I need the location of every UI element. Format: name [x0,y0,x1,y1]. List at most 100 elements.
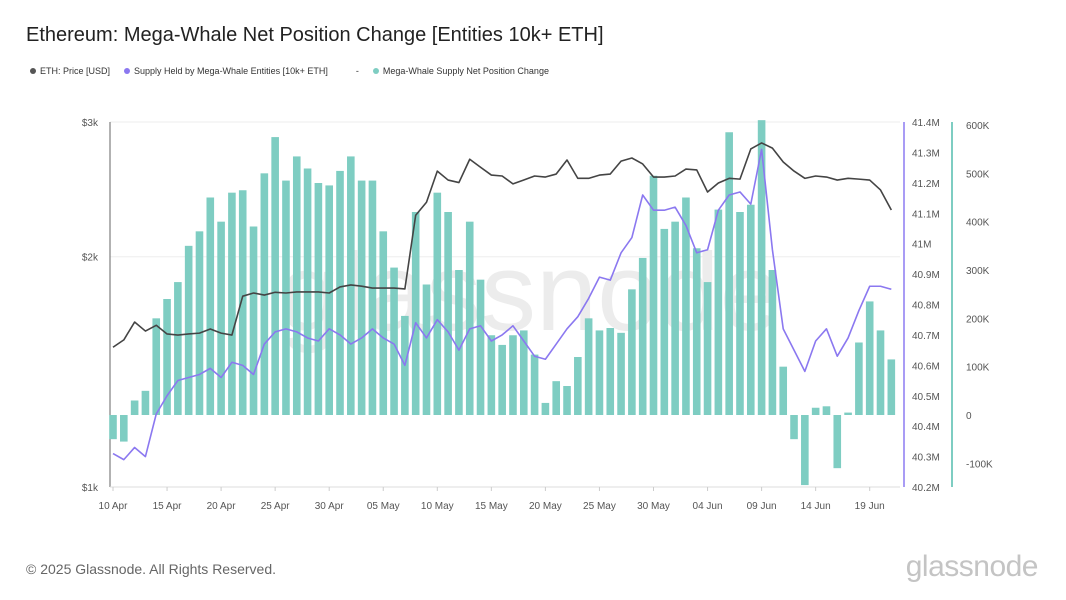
bar-net-change [790,415,798,440]
bar-net-change [238,190,247,415]
change-tick-label: 500K [966,169,990,180]
bar-net-change [109,415,117,440]
change-tick-label: 200K [966,314,990,325]
bar-net-change [768,270,777,415]
bar-net-change [174,282,182,415]
change-tick-label: 600K [966,121,990,132]
bar-net-change [638,257,647,415]
bar-net-change [120,415,128,442]
bar-net-change [563,386,571,415]
bar-net-change [530,354,539,415]
bar-net-change [379,231,388,415]
bar-net-change [195,231,204,415]
bar-net-change [876,330,885,415]
bar-net-change [649,175,658,415]
bar-net-change [476,279,485,415]
x-tick-label: 15 Apr [153,501,183,512]
bar-net-change [228,192,236,415]
legend-item-price[interactable]: ETH: Price [USD] [30,66,110,76]
bar-net-change [887,359,896,415]
bar-net-change [833,415,842,469]
bar-net-change [692,248,701,415]
bar-net-change [314,183,323,415]
bar-net-change [357,180,366,415]
bar-net-change [260,173,269,415]
bar-net-change [152,318,161,415]
bar-net-change [714,209,723,415]
bar-net-change [682,197,690,415]
bar-net-change [498,344,506,415]
legend-dot-icon [124,68,131,74]
x-tick-label: 14 Jun [801,501,831,512]
legend-dot-icon [372,68,379,74]
change-tick-label: -100K [966,459,993,470]
x-tick-label: 05 May [367,501,400,512]
supply-tick-label: 41.3M [912,148,940,159]
bar-net-change [844,412,852,415]
legend-item-supply[interactable]: Supply Held by Mega-Whale Entities [10k+… [124,66,328,76]
bar-net-change [465,221,474,415]
supply-tick-label: 40.2M [912,483,940,494]
supply-tick-label: 40.5M [912,392,940,403]
bar-net-change [368,180,377,415]
bar-net-change [292,156,301,415]
bar-net-change [746,204,755,415]
x-tick-label: 19 Jun [855,501,885,512]
glassnode-logo: glassnode [905,550,1039,583]
bar-net-change [628,289,636,415]
bar-net-change [271,137,279,416]
x-tick-label: 20 May [529,501,562,512]
bar-net-change [455,270,463,415]
supply-tick-label: 40.7M [912,331,940,342]
supply-tick-label: 41.1M [912,209,940,220]
bar-net-change [390,267,398,415]
bar-net-change [801,415,809,486]
bar-net-change [660,228,669,415]
bar-net-change [444,212,452,415]
x-tick-label: 10 May [421,501,454,512]
x-tick-label: 30 May [637,501,670,512]
bar-net-change [130,400,139,415]
bar-net-change [552,381,561,415]
price-line [112,142,893,348]
bar-net-change [822,406,831,415]
copyright: © 2025 Glassnode. All Rights Reserved. [26,561,277,577]
supply-tick-label: 40.8M [912,301,940,312]
bar-net-change [855,342,863,415]
bar-net-change [574,357,582,415]
bar-net-change [595,330,604,415]
x-tick-label: 30 Apr [315,501,345,512]
legend-item-net-change[interactable]: Mega-Whale Supply Net Position Change [372,66,549,76]
supply-tick-label: 41.2M [912,179,940,190]
bar-net-change [779,366,788,415]
bar-net-change [249,226,258,415]
bar-net-change [206,197,215,415]
x-tick-label: 20 Apr [207,501,237,512]
x-tick-label: 10 Apr [99,501,129,512]
legend-label: Mega-Whale Supply Net Position Change [382,66,549,76]
bar-net-change [325,185,333,415]
price-tick-label: $3k [82,118,99,129]
legend-label: - [355,66,359,76]
price-tick-label: $2k [82,253,99,264]
x-tick-label: 09 Jun [747,501,777,512]
bar-net-change [541,402,550,415]
supply-tick-label: 40.6M [912,361,940,372]
bar-net-change [217,221,225,415]
bar-net-change [509,335,517,415]
bar-net-change [163,299,171,415]
bar-net-change [606,328,615,415]
price-tick-label: $1k [82,483,99,494]
change-tick-label: 400K [966,218,990,229]
x-tick-label: 15 May [475,501,508,512]
bar-net-change [736,212,744,415]
bar-net-change [519,330,528,415]
legend-separator: - [356,66,359,76]
x-tick-label: 04 Jun [693,501,723,512]
chart-title: Ethereum: Mega-Whale Net Position Change… [26,24,604,46]
legend-label: Supply Held by Mega-Whale Entities [10k+… [134,66,328,76]
bar-net-change [671,221,679,415]
supply-tick-label: 40.4M [912,422,940,433]
